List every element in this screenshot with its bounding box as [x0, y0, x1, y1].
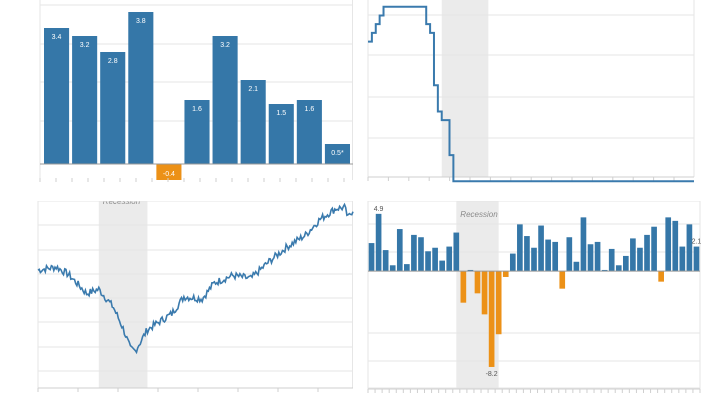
- rate-step-line-chart: [367, 0, 695, 183]
- recession-label: Recession: [460, 210, 498, 219]
- bar: [212, 36, 238, 164]
- bar: [425, 251, 431, 272]
- bar: [72, 36, 98, 164]
- bar: [580, 217, 587, 272]
- bar: [184, 100, 210, 164]
- bar: [552, 241, 559, 272]
- bar: [382, 250, 389, 272]
- bar: [488, 271, 495, 367]
- series-line: [368, 5, 694, 183]
- bar: [573, 261, 580, 272]
- bar: [679, 246, 686, 272]
- data-label: 1.5: [276, 110, 286, 117]
- data-label: 2.1: [248, 86, 258, 93]
- recession-band: [98, 201, 148, 388]
- bar: [630, 238, 636, 272]
- index-line-chart: Recession: [37, 201, 354, 392]
- data-label: 1.6: [304, 106, 314, 113]
- series-line: [37, 202, 354, 355]
- bar: [446, 246, 453, 272]
- data-label: 3.2: [80, 42, 90, 49]
- bar: [665, 217, 672, 272]
- bar: [601, 269, 608, 272]
- bar: [156, 164, 182, 180]
- bar: [559, 271, 566, 289]
- data-label: 4.9: [374, 206, 384, 213]
- data-label: 0.5*: [331, 150, 344, 157]
- bar: [594, 241, 601, 272]
- bar: [481, 271, 488, 315]
- bar: [672, 220, 679, 272]
- bar: [545, 239, 551, 272]
- bar: [44, 28, 70, 164]
- bar: [637, 247, 643, 272]
- bar: [324, 144, 350, 164]
- bar: [439, 260, 446, 272]
- recession-label: Recession: [103, 201, 141, 206]
- bar: [396, 229, 403, 272]
- bar: [644, 234, 650, 272]
- data-label: 3.2: [220, 42, 230, 49]
- bar: [240, 80, 266, 164]
- bar: [517, 224, 523, 272]
- bar: [418, 237, 424, 272]
- bar: [658, 271, 664, 282]
- bar: [509, 253, 516, 272]
- bar: [531, 247, 537, 272]
- bar: [474, 271, 481, 294]
- bar: [622, 255, 629, 272]
- data-label: 3.4: [52, 34, 62, 41]
- bar: [368, 243, 375, 272]
- bar: [268, 104, 294, 164]
- bar: [651, 226, 657, 272]
- bar: [615, 265, 622, 272]
- bar: [587, 244, 594, 272]
- bar: [524, 236, 530, 272]
- bar: [432, 247, 438, 272]
- bar: [495, 271, 502, 335]
- bar: [128, 12, 154, 164]
- bar: [404, 264, 410, 272]
- bar: [460, 271, 467, 303]
- bar: [502, 271, 509, 277]
- bar: [375, 213, 382, 272]
- bar: [538, 225, 544, 272]
- bar: [100, 52, 126, 164]
- bar: [467, 269, 474, 272]
- data-label: -8.2: [486, 371, 498, 378]
- bar: [693, 246, 700, 272]
- data-label: 2.8: [108, 58, 118, 65]
- data-label: -0.4: [163, 171, 175, 178]
- bar: [686, 224, 693, 272]
- annual-growth-bar-chart: 3.4 3.2 2.8 3.8 -0.4 1.6 3.2 2.1 1.5 1.6 0.5*: [39, 0, 353, 182]
- bar: [453, 232, 460, 272]
- bar: [389, 265, 396, 272]
- data-label: 2.1: [692, 239, 702, 246]
- bar: [411, 234, 417, 272]
- bar: [566, 237, 573, 272]
- data-label: 1.6: [192, 106, 202, 113]
- bar: [608, 248, 615, 272]
- data-label: 3.8: [136, 18, 146, 25]
- bar: [296, 100, 322, 164]
- quarterly-growth-bar-chart: Recession 4.9 -8.2 2.1: [367, 201, 702, 393]
